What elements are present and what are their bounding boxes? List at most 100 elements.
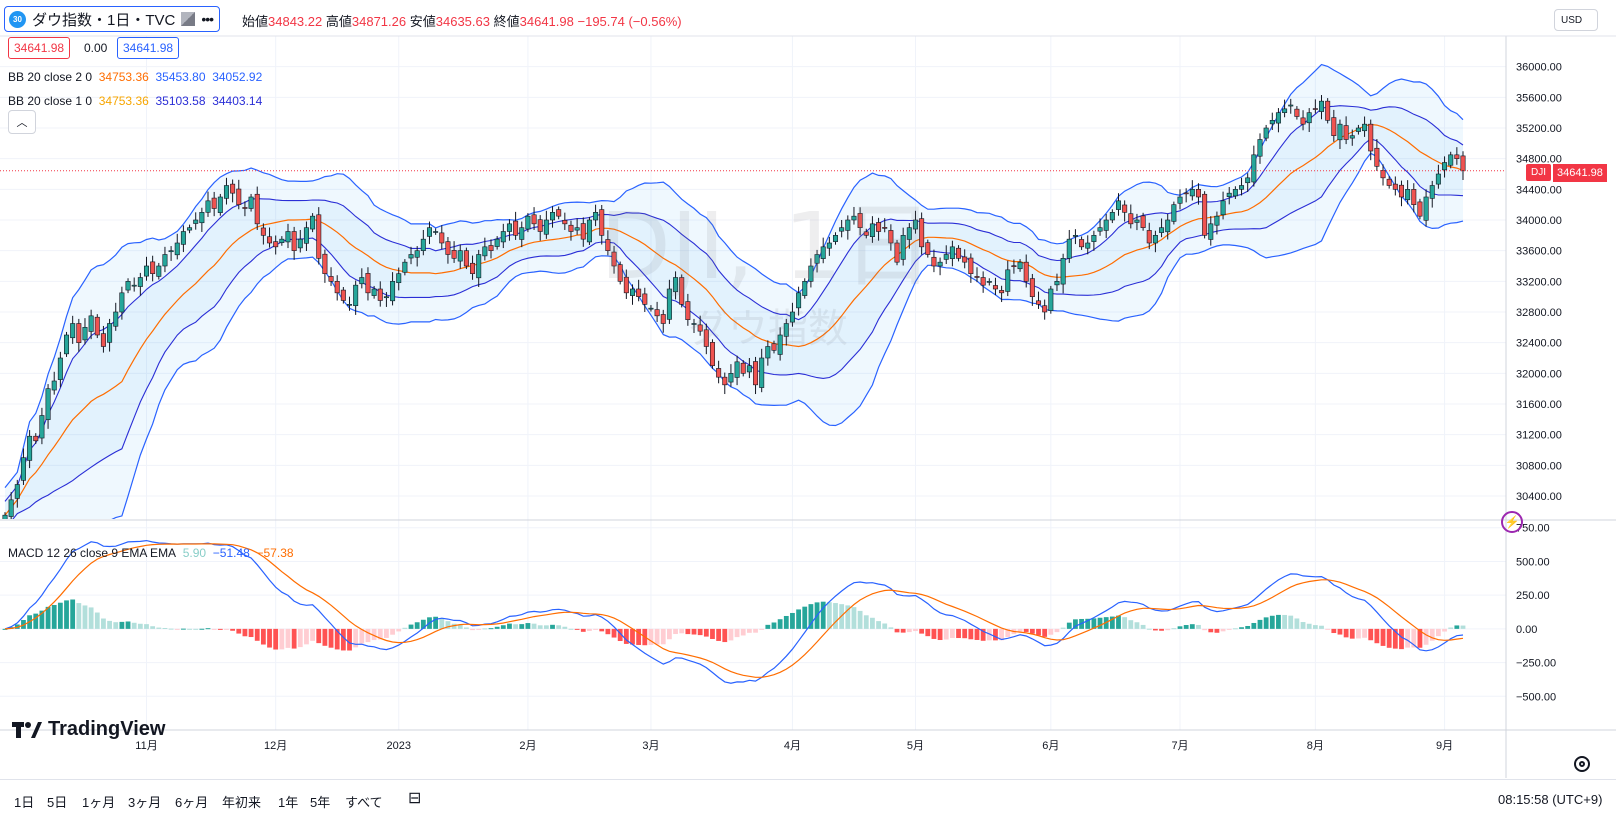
- candle-body: [390, 281, 396, 302]
- candle-body: [27, 435, 33, 461]
- candle-body: [1435, 173, 1441, 185]
- candle-body: [599, 209, 605, 236]
- change-value: −195.74 (−0.56%): [577, 14, 682, 29]
- bb1-legend[interactable]: BB 20 close 1 0 34753.36 35103.58 34403.…: [8, 94, 262, 108]
- buy-price-box[interactable]: 34641.98: [117, 37, 180, 59]
- candle-body: [1263, 127, 1269, 139]
- macd-histogram-bar: [1411, 628, 1417, 648]
- ellipsis-icon[interactable]: •••: [201, 11, 214, 27]
- candle-body: [1140, 215, 1146, 228]
- candle-body: [808, 265, 814, 282]
- timeframe-all-button[interactable]: すべて: [345, 795, 383, 810]
- price-axis-label: 33200.00: [1516, 276, 1562, 288]
- currency-button[interactable]: USD: [1554, 9, 1598, 31]
- candle-body: [506, 223, 512, 232]
- bb2-lower-line: [111, 152, 1464, 519]
- tradingview-logo[interactable]: TradingView: [12, 718, 165, 741]
- candle-body: [759, 357, 765, 388]
- candle-body: [76, 323, 82, 343]
- date-range-icon[interactable]: ⊟: [408, 790, 422, 807]
- timeframe-3m-button[interactable]: 3ヶ月: [128, 795, 162, 810]
- settings-gear-icon[interactable]: [1574, 756, 1590, 772]
- candle-body: [826, 242, 832, 249]
- macd-histogram-bar: [125, 621, 131, 629]
- candle-body: [666, 288, 672, 320]
- candle-body: [1036, 300, 1042, 305]
- macd-histogram-bar: [562, 626, 568, 629]
- candle-body: [1257, 139, 1263, 157]
- candle-body: [629, 288, 635, 296]
- sell-price-box[interactable]: 34641.98: [8, 37, 71, 59]
- candle-body: [402, 261, 408, 273]
- candle-body: [33, 435, 39, 442]
- macd-histogram-bar: [568, 628, 574, 630]
- collapse-legend-button[interactable]: ︿: [8, 110, 36, 134]
- macd-histogram-bar: [1405, 628, 1411, 648]
- time-axis-label: 5月: [907, 740, 924, 752]
- candle-body: [1386, 178, 1392, 186]
- macd-histogram-bar: [857, 610, 863, 629]
- candle-body: [623, 276, 629, 294]
- macd-histogram-bar: [1337, 628, 1343, 635]
- bb2-legend[interactable]: BB 20 close 2 0 34753.36 35453.80 34052.…: [8, 70, 262, 84]
- flag-icon[interactable]: [181, 12, 196, 26]
- macd-histogram-bar: [230, 628, 236, 631]
- macd-histogram-bar: [1442, 628, 1447, 632]
- macd-histogram-bar: [470, 628, 475, 631]
- candle-body: [709, 342, 715, 366]
- candle-body: [1294, 108, 1300, 117]
- macd-histogram-bar: [1232, 628, 1238, 630]
- timeframe-5y-button[interactable]: 5年: [310, 795, 331, 810]
- macd-histogram-bar: [759, 628, 765, 630]
- timeframe-ytd-button[interactable]: 年初来: [222, 795, 262, 810]
- candle-body: [771, 343, 777, 351]
- macd-value: −51.48: [212, 546, 250, 560]
- candle-body: [580, 223, 586, 240]
- macd-histogram-bar: [623, 628, 629, 644]
- candle-body: [1066, 238, 1072, 259]
- lightning-icon[interactable]: ⚡: [1501, 511, 1523, 533]
- macd-histogram-bar: [1226, 628, 1232, 630]
- macd-histogram-bar: [463, 627, 469, 629]
- macd-histogram-bar: [771, 622, 777, 629]
- candle-body: [119, 292, 125, 313]
- symbol-chip[interactable]: 30 ダウ指数・1日・TVC •••: [4, 6, 221, 32]
- candle-body: [8, 499, 14, 517]
- timeframe-1y-button[interactable]: 1年: [278, 795, 299, 810]
- macd-histogram-bar: [101, 618, 106, 629]
- time-axis-label: 3月: [642, 740, 659, 752]
- candle-body: [482, 246, 488, 257]
- macd-histogram-bar: [131, 622, 137, 629]
- macd-legend[interactable]: MACD 12 26 close 9 EMA EMA 5.90 −51.48 −…: [8, 546, 294, 560]
- macd-histogram-bar: [863, 615, 869, 629]
- candle-body: [470, 262, 476, 274]
- clock[interactable]: 08:15:58 (UTC+9): [1498, 792, 1603, 807]
- candle-body: [383, 296, 389, 299]
- macd-histogram-bar: [1128, 620, 1134, 629]
- macd-histogram-bar: [525, 623, 531, 629]
- timeframe-1d-button[interactable]: 1日: [14, 795, 35, 810]
- symbol-title[interactable]: ダウ指数・1日・TVC: [32, 11, 176, 29]
- macd-histogram-bar: [1454, 625, 1460, 629]
- price-axis-label: 34800.00: [1516, 154, 1562, 166]
- macd-histogram-bar: [820, 601, 826, 629]
- macd-histogram-bar: [1042, 628, 1048, 637]
- candle-body: [297, 238, 303, 249]
- macd-histogram-bar: [408, 624, 414, 629]
- macd-histogram-bar: [33, 613, 39, 629]
- timeframe-6m-button[interactable]: 6ヶ月: [175, 795, 209, 810]
- macd-histogram-bar: [1435, 628, 1441, 637]
- macd-histogram-bar: [1066, 622, 1072, 629]
- macd-histogram-bar: [174, 628, 180, 630]
- candle-body: [445, 241, 451, 255]
- candle-body: [1319, 100, 1325, 112]
- candle-body: [82, 327, 88, 341]
- timeframe-1m-button[interactable]: 1ヶ月: [82, 795, 116, 810]
- macd-histogram-bar: [722, 628, 728, 643]
- macd-histogram-bar: [64, 600, 69, 629]
- candle-body: [476, 254, 482, 279]
- timeframe-5d-button[interactable]: 5日: [47, 795, 68, 810]
- candle-body: [1220, 200, 1226, 216]
- macd-histogram-bar: [359, 628, 365, 644]
